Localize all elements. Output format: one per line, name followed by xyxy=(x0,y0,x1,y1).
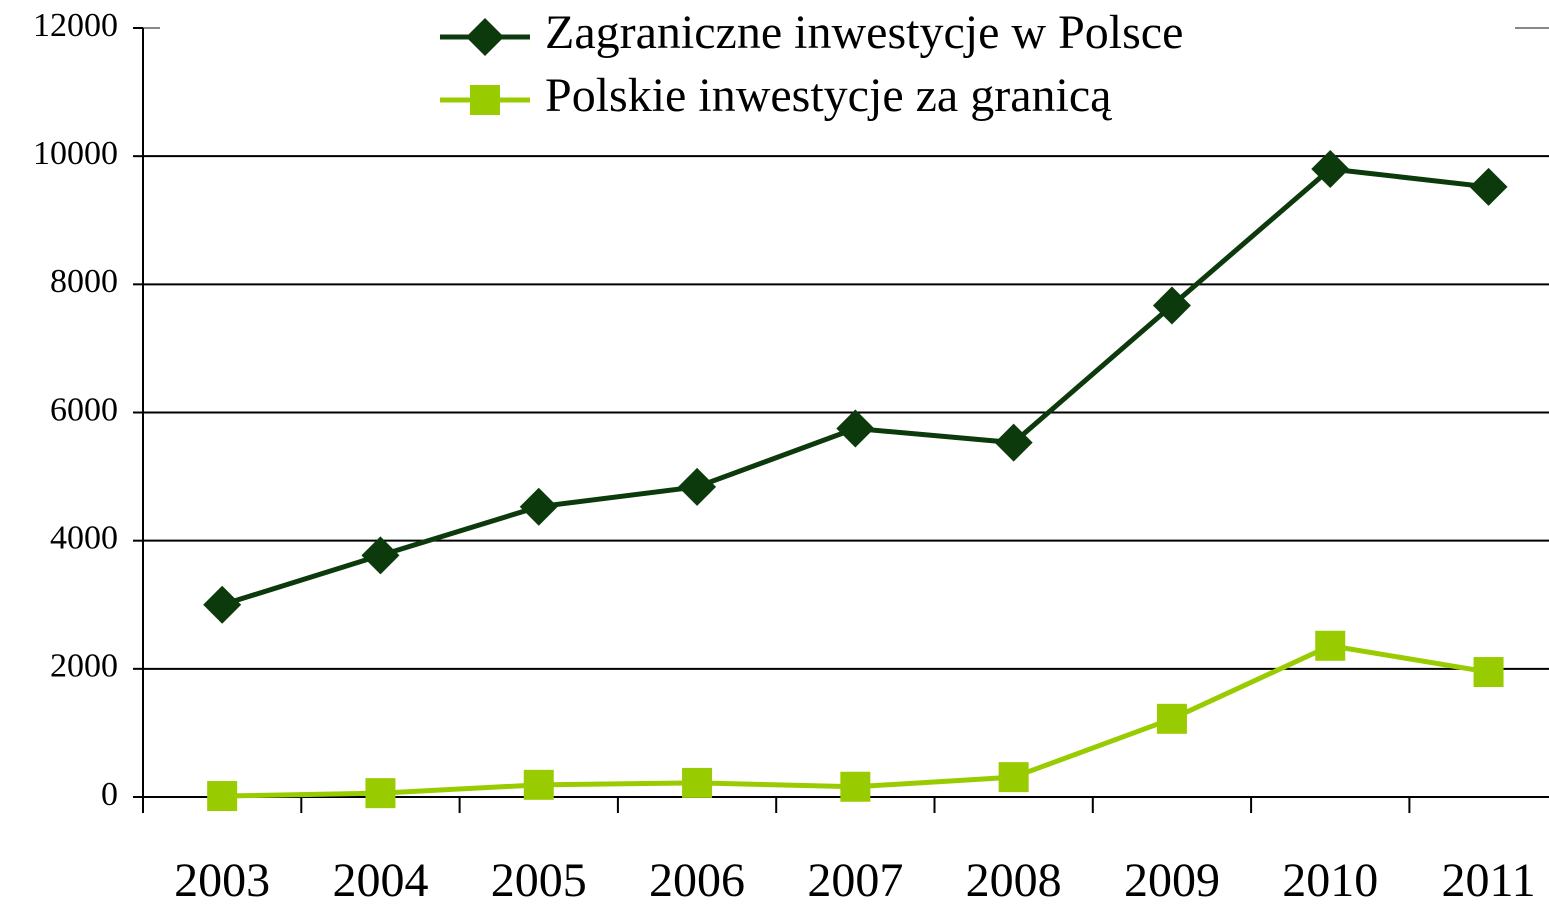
y-tick-label: 8000 xyxy=(50,263,118,300)
x-tick-label: 2011 xyxy=(1441,854,1535,907)
x-tick-label: 2009 xyxy=(1124,854,1220,907)
y-tick-label: 2000 xyxy=(50,648,118,685)
legend-entry: Polskie inwestycje za granicą xyxy=(440,69,1112,122)
legend-box xyxy=(160,4,1515,132)
series-line xyxy=(221,166,1489,608)
marker xyxy=(519,487,558,526)
y-tick-label: 12000 xyxy=(33,7,118,44)
y-tick-label: 0 xyxy=(101,776,118,813)
y-tick-label: 10000 xyxy=(33,135,118,172)
marker xyxy=(1315,630,1346,661)
legend-entry: Zagraniczne inwestycje w Polsce xyxy=(440,6,1183,59)
marker xyxy=(466,18,504,56)
marker xyxy=(207,781,238,812)
x-tick-label: 2004 xyxy=(332,854,428,907)
marker xyxy=(1156,703,1187,734)
marker xyxy=(523,769,554,800)
marker xyxy=(470,85,500,115)
x-tick-label: 2006 xyxy=(649,854,745,907)
x-tick-label: 2007 xyxy=(807,854,903,907)
marker xyxy=(682,767,713,798)
marker xyxy=(1311,149,1350,188)
x-tick-label: 2005 xyxy=(491,854,587,907)
marker xyxy=(994,423,1033,462)
y-tick-label: 4000 xyxy=(50,519,118,556)
marker xyxy=(1152,286,1191,325)
marker xyxy=(1469,167,1508,206)
marker xyxy=(361,536,400,575)
marker xyxy=(678,467,717,506)
marker xyxy=(840,771,871,802)
legend-label: Zagraniczne inwestycje w Polsce xyxy=(545,6,1183,59)
x-tick-label: 2008 xyxy=(966,854,1062,907)
marker xyxy=(1473,657,1504,688)
legend-label: Polskie inwestycje za granicą xyxy=(545,69,1112,122)
marker xyxy=(203,585,242,624)
marker xyxy=(998,762,1029,793)
x-tick-label: 2010 xyxy=(1282,854,1378,907)
x-tick-label: 2003 xyxy=(174,854,270,907)
y-tick-label: 6000 xyxy=(50,391,118,428)
marker xyxy=(365,778,396,809)
marker xyxy=(836,409,875,448)
